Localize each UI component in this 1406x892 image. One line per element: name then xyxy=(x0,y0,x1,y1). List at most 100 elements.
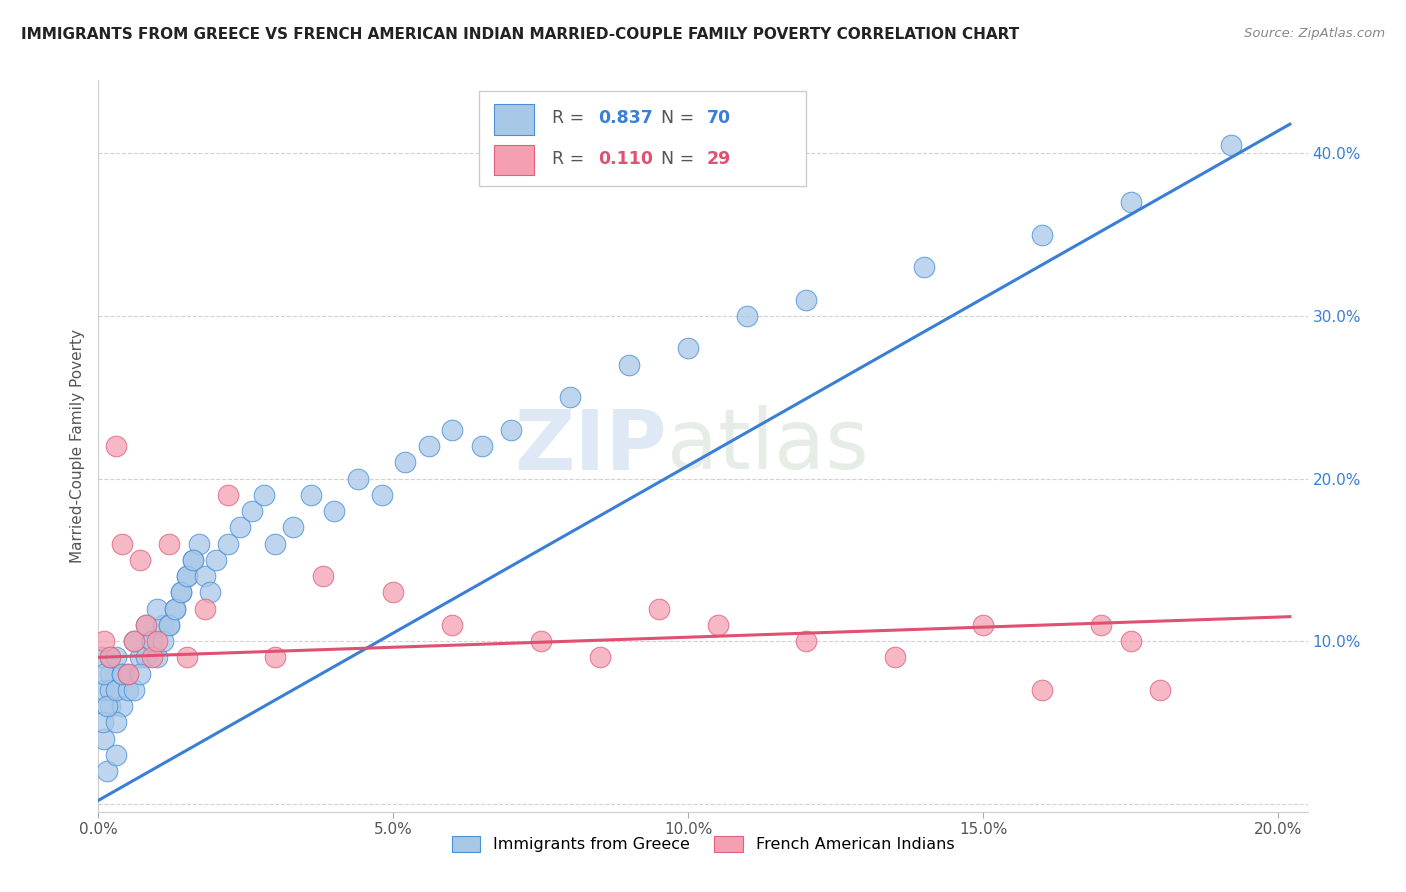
Text: IMMIGRANTS FROM GREECE VS FRENCH AMERICAN INDIAN MARRIED-COUPLE FAMILY POVERTY C: IMMIGRANTS FROM GREECE VS FRENCH AMERICA… xyxy=(21,27,1019,42)
Point xyxy=(111,699,134,714)
Point xyxy=(117,666,139,681)
Point xyxy=(146,634,169,648)
Point xyxy=(299,488,322,502)
Text: atlas: atlas xyxy=(666,406,869,486)
Point xyxy=(347,471,370,485)
Point xyxy=(105,715,128,730)
Point xyxy=(117,682,139,697)
Point xyxy=(735,309,758,323)
Point xyxy=(111,666,134,681)
Point xyxy=(98,666,121,681)
Point xyxy=(105,650,128,665)
Point xyxy=(105,682,128,697)
Text: 29: 29 xyxy=(707,150,731,168)
Point xyxy=(311,569,333,583)
Point xyxy=(157,536,180,550)
Point xyxy=(91,715,114,730)
Point xyxy=(883,650,905,665)
Point xyxy=(105,747,128,762)
Point xyxy=(229,520,252,534)
Point xyxy=(217,536,239,550)
Y-axis label: Married-Couple Family Poverty: Married-Couple Family Poverty xyxy=(69,329,84,563)
Point xyxy=(1119,195,1142,210)
Point xyxy=(128,666,150,681)
FancyBboxPatch shape xyxy=(479,91,806,186)
Point xyxy=(128,650,150,665)
Point xyxy=(370,488,392,502)
Point xyxy=(194,601,217,615)
Legend: Immigrants from Greece, French American Indians: Immigrants from Greece, French American … xyxy=(446,830,960,859)
Point xyxy=(648,601,671,615)
Point xyxy=(678,342,700,356)
Point xyxy=(1090,617,1112,632)
Point xyxy=(117,666,139,681)
Point xyxy=(93,634,115,648)
Point xyxy=(111,536,134,550)
Point xyxy=(1119,634,1142,648)
Point xyxy=(152,617,174,632)
Point xyxy=(1219,138,1241,153)
Point xyxy=(122,682,145,697)
Point xyxy=(176,650,198,665)
Point xyxy=(96,764,118,778)
Point xyxy=(240,504,263,518)
Text: Source: ZipAtlas.com: Source: ZipAtlas.com xyxy=(1244,27,1385,40)
Point xyxy=(98,682,121,697)
Point xyxy=(441,617,464,632)
Point xyxy=(98,650,121,665)
Text: ZIP: ZIP xyxy=(515,406,666,486)
Point xyxy=(471,439,494,453)
Point xyxy=(105,439,128,453)
Point xyxy=(264,650,287,665)
Point xyxy=(441,423,464,437)
Point xyxy=(122,634,145,648)
Point xyxy=(111,666,134,681)
Point xyxy=(619,358,641,372)
Text: N =: N = xyxy=(661,150,699,168)
FancyBboxPatch shape xyxy=(494,145,534,176)
Point xyxy=(146,601,169,615)
Text: R =: R = xyxy=(551,110,589,128)
Point xyxy=(530,634,553,648)
Point xyxy=(589,650,612,665)
Point xyxy=(217,488,239,502)
Point xyxy=(560,390,582,404)
Point xyxy=(1031,227,1053,242)
Point xyxy=(157,617,180,632)
Point xyxy=(93,731,115,746)
Text: 70: 70 xyxy=(707,110,731,128)
Text: R =: R = xyxy=(551,150,589,168)
Point xyxy=(252,488,274,502)
Point xyxy=(141,634,163,648)
Point xyxy=(96,699,118,714)
Point xyxy=(181,553,204,567)
Text: N =: N = xyxy=(661,110,699,128)
Point xyxy=(165,601,187,615)
Point xyxy=(323,504,346,518)
Point xyxy=(264,536,287,550)
Point xyxy=(912,260,935,275)
Point xyxy=(382,585,405,599)
Point xyxy=(141,650,163,665)
Point xyxy=(152,634,174,648)
Point xyxy=(181,553,204,567)
Point xyxy=(176,569,198,583)
Point xyxy=(794,293,817,307)
Point xyxy=(794,634,817,648)
Point xyxy=(135,650,157,665)
Point xyxy=(972,617,994,632)
Point xyxy=(706,617,728,632)
Point xyxy=(93,666,115,681)
Point xyxy=(165,601,187,615)
Point xyxy=(90,650,112,665)
Point xyxy=(141,634,163,648)
Point xyxy=(194,569,217,583)
Point xyxy=(135,617,157,632)
Text: 0.110: 0.110 xyxy=(598,150,652,168)
Point xyxy=(394,455,416,469)
Point xyxy=(93,682,115,697)
Point xyxy=(281,520,304,534)
Point xyxy=(1149,682,1171,697)
Point xyxy=(176,569,198,583)
Point xyxy=(1031,682,1053,697)
